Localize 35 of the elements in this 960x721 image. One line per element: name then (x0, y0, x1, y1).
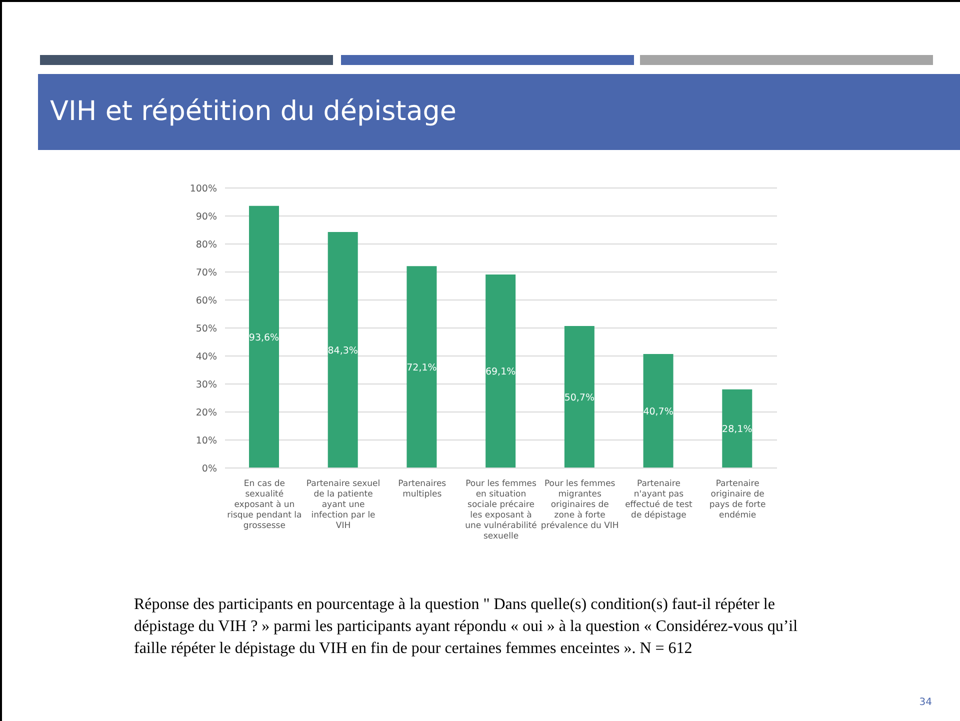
y-tick-label: 0% (202, 463, 217, 474)
y-tick-label: 20% (196, 407, 217, 418)
y-tick-label: 90% (196, 211, 217, 222)
y-tick-label: 70% (196, 267, 217, 278)
bar (643, 354, 674, 468)
chart-title: VIH et répétition du dépistage (50, 96, 457, 127)
y-tick-label: 80% (196, 239, 217, 250)
bar (722, 389, 752, 468)
data-label: 40,7% (643, 406, 674, 418)
y-tick-label: 30% (196, 379, 217, 390)
bar (249, 206, 279, 468)
x-tick-label: Pour les femmes en situation sociale précaire les exposant à une vulnérabilité sexuelle (465, 479, 537, 542)
x-tick-label: Partenaires multiples (398, 479, 447, 500)
text: 34 (919, 697, 932, 708)
data-label: 72,1% (406, 362, 437, 374)
data-label: 84,3% (328, 345, 358, 356)
x-tick-label: En cas de sexualité exposant à un risque pendant la grossesse (227, 479, 302, 531)
y-tick-label: 40% (196, 351, 217, 362)
bar (486, 274, 516, 468)
x-tick-label: Partenaire sexuel de la patiente ayant une infection par le VIH (306, 479, 380, 531)
x-tick-label: Partenaire n'ayant pas effectué de test de dépistage (625, 479, 694, 520)
data-label: 69,1% (485, 366, 516, 378)
y-tick-label: 50% (196, 323, 217, 334)
y-tick-label: 100% (190, 183, 217, 194)
bar (406, 266, 437, 468)
text: Réponse des participants en pourcentage à la question " Dans quelle(s) condition(s) faut-il répéter le dépistage du VIH ? » parmi les participants ayant répondu « oui » à la question « Considérez-vous qu’il faille répéter le dépistage du VIH en fin de pour certaines femmes enceintes ». N = 612 (134, 595, 799, 659)
y-tick-label: 10% (196, 435, 217, 446)
data-label: 28,1% (722, 424, 752, 436)
bar (564, 326, 594, 468)
data-label: 50,7% (564, 392, 595, 404)
x-tick-label: Partenaire originaire de pays de forte endémie (709, 479, 766, 520)
data-label: 93,6% (248, 332, 280, 344)
y-tick-label: 60% (196, 295, 217, 306)
bar (328, 232, 358, 468)
x-tick-label: Pour les femmes migrantes originaires de zone à forte prévalence du VIH (540, 479, 619, 531)
